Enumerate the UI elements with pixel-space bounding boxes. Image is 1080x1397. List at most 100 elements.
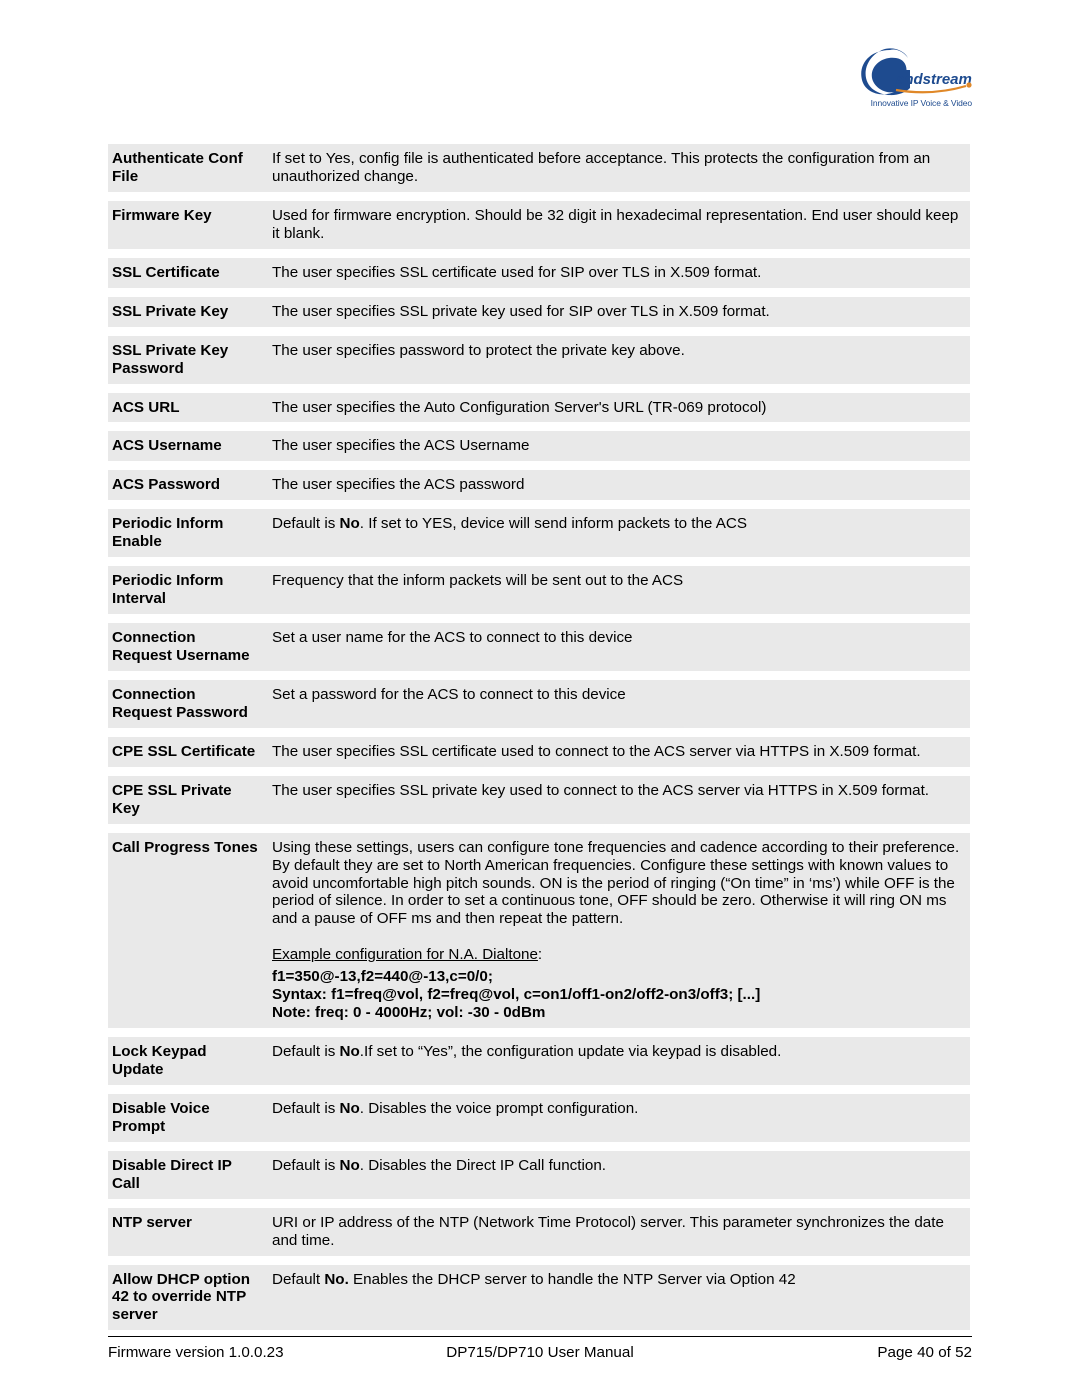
footer-right: Page 40 of 52 [684, 1344, 972, 1361]
setting-description: If set to Yes, config file is authentica… [268, 144, 970, 192]
cpt-line: Note: freq: 0 - 4000Hz; vol: -30 - 0dBm [272, 1004, 964, 1022]
row-separator [108, 671, 970, 680]
row-separator [108, 461, 970, 470]
desc-bold: No [340, 1100, 360, 1117]
table-row: CPE SSL Private KeyThe user specifies SS… [108, 776, 970, 824]
setting-label: SSL Certificate [108, 258, 268, 288]
desc-post: . If set to YES, device will send inform… [360, 515, 747, 532]
setting-description: The user specifies the Auto Configuratio… [268, 393, 970, 423]
desc-post: Enables the DHCP server to handle the NT… [349, 1271, 796, 1288]
table-row: Connection Request UsernameSet a user na… [108, 623, 970, 671]
setting-label: Allow DHCP option 42 to override NTP ser… [108, 1265, 268, 1331]
table-row: ACS UsernameThe user specifies the ACS U… [108, 431, 970, 461]
table-row: ACS PasswordThe user specifies the ACS p… [108, 470, 970, 500]
cpt-example-label: Example configuration for N.A. Dialtone [272, 946, 538, 963]
table-row: SSL Private KeyThe user specifies SSL pr… [108, 297, 970, 327]
setting-description: Default is No. Disables the voice prompt… [268, 1094, 970, 1142]
page-footer: Firmware version 1.0.0.23 DP715/DP710 Us… [108, 1344, 972, 1361]
setting-description: Using these settings, users can configur… [268, 833, 970, 1028]
setting-description: The user specifies SSL certificate used … [268, 737, 970, 767]
desc-bold: No. [324, 1271, 348, 1288]
row-separator [108, 557, 970, 566]
table-row: Authenticate Conf FileIf set to Yes, con… [108, 144, 970, 192]
setting-label: Disable Voice Prompt [108, 1094, 268, 1142]
setting-description: The user specifies the ACS password [268, 470, 970, 500]
table-row: NTP serverURI or IP address of the NTP (… [108, 1208, 970, 1256]
footer-rule [108, 1336, 972, 1337]
cpt-line: f1=350@-13,f2=440@-13,c=0/0; [272, 968, 964, 986]
desc-post: . Disables the Direct IP Call function. [360, 1157, 606, 1174]
cpt-paragraph: Using these settings, users can configur… [272, 839, 964, 929]
row-separator [108, 500, 970, 509]
table-row: Lock Keypad UpdateDefault is No.If set t… [108, 1037, 970, 1085]
desc-post: .If set to “Yes”, the configuration upda… [360, 1043, 782, 1060]
brand-text: andstream [896, 71, 972, 88]
table-row: Connection Request PasswordSet a passwor… [108, 680, 970, 728]
table-row: Call Progress TonesUsing these settings,… [108, 833, 970, 1028]
row-separator [108, 1028, 970, 1037]
cpt-line: Syntax: f1=freq@vol, f2=freq@vol, c=on1/… [272, 986, 964, 1004]
table-row: SSL CertificateThe user specifies SSL ce… [108, 258, 970, 288]
setting-description: The user specifies SSL certificate used … [268, 258, 970, 288]
table-row: Periodic Inform EnableDefault is No. If … [108, 509, 970, 557]
config-table: Authenticate Conf FileIf set to Yes, con… [108, 144, 970, 1330]
table-row: SSL Private Key PasswordThe user specifi… [108, 336, 970, 384]
setting-label: NTP server [108, 1208, 268, 1256]
desc-bold: No [340, 1157, 360, 1174]
row-separator [108, 249, 970, 258]
setting-description: Default No. Enables the DHCP server to h… [268, 1265, 970, 1331]
setting-description: Default is No. Disables the Direct IP Ca… [268, 1151, 970, 1199]
setting-label: Periodic Inform Enable [108, 509, 268, 557]
desc-pre: Default is [272, 515, 340, 532]
row-separator [108, 327, 970, 336]
desc-pre: Default is [272, 1157, 340, 1174]
footer-left: Firmware version 1.0.0.23 [108, 1344, 396, 1361]
setting-label: SSL Private Key Password [108, 336, 268, 384]
brand-tagline: Innovative IP Voice & Video [852, 98, 972, 108]
setting-label: ACS Username [108, 431, 268, 461]
setting-description: URI or IP address of the NTP (Network Ti… [268, 1208, 970, 1256]
footer-center: DP715/DP710 User Manual [396, 1344, 684, 1361]
setting-label: Authenticate Conf File [108, 144, 268, 192]
setting-description: Set a password for the ACS to connect to… [268, 680, 970, 728]
desc-bold: No [340, 1043, 360, 1060]
table-row: Firmware KeyUsed for firmware encryption… [108, 201, 970, 249]
table-row: Allow DHCP option 42 to override NTP ser… [108, 1265, 970, 1331]
table-row: Disable Direct IP CallDefault is No. Dis… [108, 1151, 970, 1199]
setting-label: Connection Request Password [108, 680, 268, 728]
setting-label: Firmware Key [108, 201, 268, 249]
row-separator [108, 1142, 970, 1151]
setting-label: CPE SSL Private Key [108, 776, 268, 824]
setting-description: The user specifies password to protect t… [268, 336, 970, 384]
row-separator [108, 1085, 970, 1094]
setting-description: Default is No. If set to YES, device wil… [268, 509, 970, 557]
row-separator [108, 824, 970, 833]
setting-description: The user specifies SSL private key used … [268, 776, 970, 824]
row-separator [108, 1256, 970, 1265]
setting-description: Default is No.If set to “Yes”, the confi… [268, 1037, 970, 1085]
setting-label: CPE SSL Certificate [108, 737, 268, 767]
setting-label: ACS URL [108, 393, 268, 423]
table-row: CPE SSL CertificateThe user specifies SS… [108, 737, 970, 767]
row-separator [108, 614, 970, 623]
setting-label: Disable Direct IP Call [108, 1151, 268, 1199]
desc-post: . Disables the voice prompt configuratio… [360, 1100, 639, 1117]
row-separator [108, 728, 970, 737]
setting-label: Lock Keypad Update [108, 1037, 268, 1085]
row-separator [108, 192, 970, 201]
desc-pre: Default [272, 1271, 324, 1288]
setting-description: Frequency that the inform packets will b… [268, 566, 970, 614]
setting-description: The user specifies SSL private key used … [268, 297, 970, 327]
setting-description: Used for firmware encryption. Should be … [268, 201, 970, 249]
setting-label: SSL Private Key [108, 297, 268, 327]
desc-bold: No [340, 515, 360, 532]
row-separator [108, 767, 970, 776]
setting-label: Connection Request Username [108, 623, 268, 671]
setting-description: The user specifies the ACS Username [268, 431, 970, 461]
setting-label: Call Progress Tones [108, 833, 268, 1028]
desc-pre: Default is [272, 1100, 340, 1117]
setting-label: Periodic Inform Interval [108, 566, 268, 614]
setting-label: ACS Password [108, 470, 268, 500]
row-separator [108, 1199, 970, 1208]
row-separator [108, 288, 970, 297]
